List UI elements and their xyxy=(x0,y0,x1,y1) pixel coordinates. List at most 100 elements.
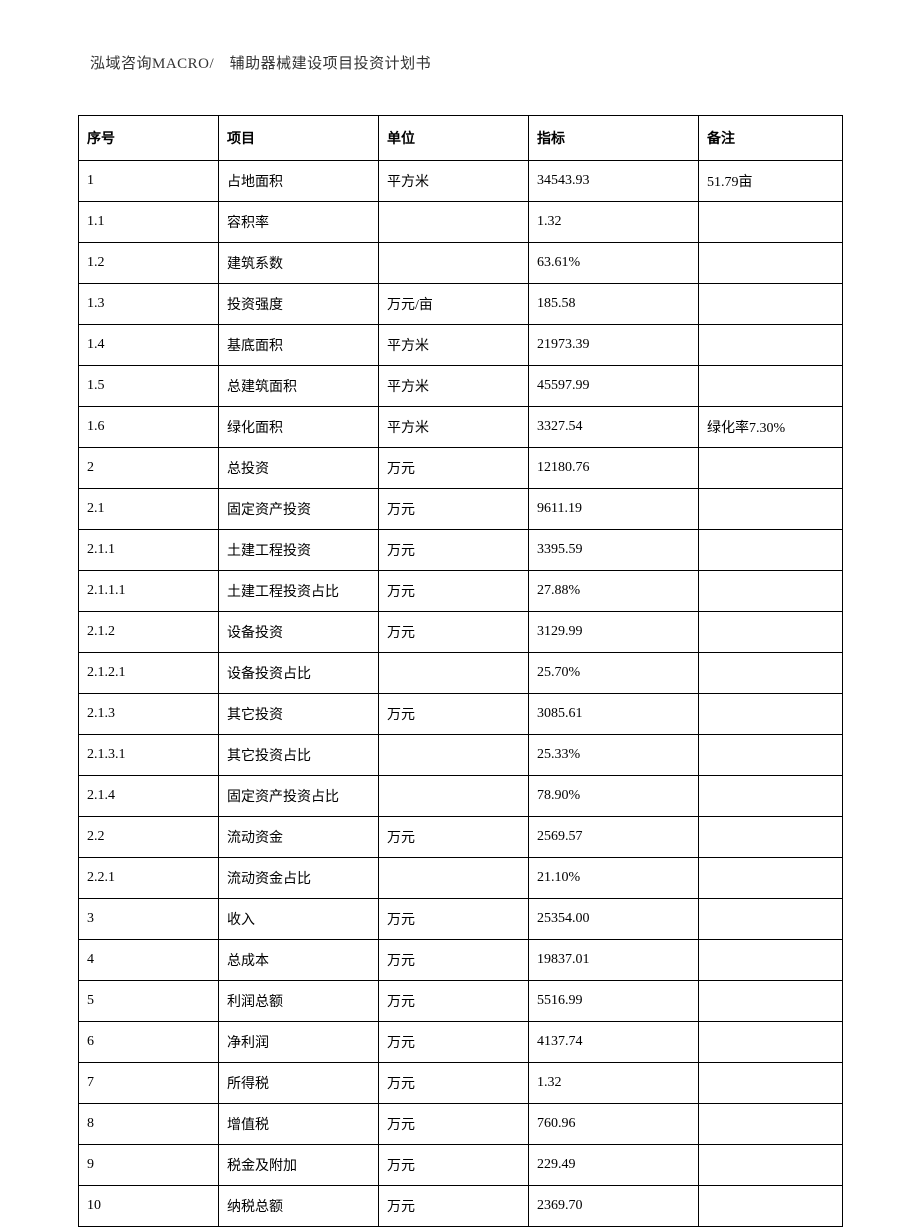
col-header-seq: 序号 xyxy=(79,116,219,161)
table-cell xyxy=(699,571,843,612)
table-cell: 万元 xyxy=(379,489,529,530)
table-cell: 8 xyxy=(79,1104,219,1145)
table-cell: 3327.54 xyxy=(529,407,699,448)
table-cell: 所得税 xyxy=(219,1063,379,1104)
table-cell: 2.1.1 xyxy=(79,530,219,571)
table-row: 1.3投资强度万元/亩185.58 xyxy=(79,284,843,325)
table-cell: 4137.74 xyxy=(529,1022,699,1063)
table-cell: 占地面积 xyxy=(219,161,379,202)
table-cell: 3395.59 xyxy=(529,530,699,571)
table-cell: 1 xyxy=(79,161,219,202)
table-cell: 1.2 xyxy=(79,243,219,284)
table-cell: 1.4 xyxy=(79,325,219,366)
table-cell: 27.88% xyxy=(529,571,699,612)
table-cell xyxy=(699,1022,843,1063)
table-cell xyxy=(379,858,529,899)
table-cell: 2.1.1.1 xyxy=(79,571,219,612)
table-cell: 设备投资占比 xyxy=(219,653,379,694)
table-cell: 2.1.3 xyxy=(79,694,219,735)
table-cell xyxy=(699,817,843,858)
table-cell: 建筑系数 xyxy=(219,243,379,284)
table-cell: 12180.76 xyxy=(529,448,699,489)
table-cell xyxy=(699,530,843,571)
table-cell: 其它投资占比 xyxy=(219,735,379,776)
page-header: 泓域咨询MACRO/ 辅助器械建设项目投资计划书 xyxy=(90,52,431,73)
table-cell: 土建工程投资占比 xyxy=(219,571,379,612)
table-cell: 21973.39 xyxy=(529,325,699,366)
table-cell: 4 xyxy=(79,940,219,981)
table-cell: 增值税 xyxy=(219,1104,379,1145)
table-cell: 设备投资 xyxy=(219,612,379,653)
col-header-item: 项目 xyxy=(219,116,379,161)
table-cell: 万元 xyxy=(379,694,529,735)
table-cell xyxy=(699,1104,843,1145)
table-cell: 平方米 xyxy=(379,325,529,366)
table-row: 1.2建筑系数63.61% xyxy=(79,243,843,284)
table-cell: 1.1 xyxy=(79,202,219,243)
table-row: 1.5总建筑面积平方米45597.99 xyxy=(79,366,843,407)
table-row: 2.1.1.1土建工程投资占比万元27.88% xyxy=(79,571,843,612)
table-cell: 固定资产投资占比 xyxy=(219,776,379,817)
table-cell xyxy=(379,653,529,694)
table-cell: 万元 xyxy=(379,612,529,653)
table-cell: 2.1.3.1 xyxy=(79,735,219,776)
table-cell: 其它投资 xyxy=(219,694,379,735)
table-row: 1.6绿化面积平方米3327.54绿化率7.30% xyxy=(79,407,843,448)
table-cell xyxy=(379,202,529,243)
table-cell: 1.32 xyxy=(529,1063,699,1104)
table-cell: 总成本 xyxy=(219,940,379,981)
table-row: 2.1.2设备投资万元3129.99 xyxy=(79,612,843,653)
table-cell: 万元 xyxy=(379,1186,529,1227)
table-cell: 34543.93 xyxy=(529,161,699,202)
table-cell: 流动资金 xyxy=(219,817,379,858)
table-cell: 万元 xyxy=(379,1145,529,1186)
table-cell: 万元 xyxy=(379,899,529,940)
data-table: 序号 项目 单位 指标 备注 1占地面积平方米34543.9351.79亩1.1… xyxy=(78,115,843,1227)
table-cell xyxy=(379,243,529,284)
table-cell: 2.1.2 xyxy=(79,612,219,653)
table-cell: 总建筑面积 xyxy=(219,366,379,407)
table-cell: 基底面积 xyxy=(219,325,379,366)
table-row: 2总投资万元12180.76 xyxy=(79,448,843,489)
table-cell: 1.3 xyxy=(79,284,219,325)
table-cell xyxy=(699,243,843,284)
table-cell xyxy=(699,940,843,981)
table-cell: 万元 xyxy=(379,981,529,1022)
table-cell: 7 xyxy=(79,1063,219,1104)
table-cell: 25.33% xyxy=(529,735,699,776)
table-cell: 利润总额 xyxy=(219,981,379,1022)
table-row: 1.1容积率1.32 xyxy=(79,202,843,243)
table-cell xyxy=(379,735,529,776)
table-cell: 万元/亩 xyxy=(379,284,529,325)
table-cell xyxy=(699,325,843,366)
table-row: 2.1.2.1设备投资占比25.70% xyxy=(79,653,843,694)
table-cell: 1.32 xyxy=(529,202,699,243)
table-row: 4总成本万元19837.01 xyxy=(79,940,843,981)
table-cell: 5516.99 xyxy=(529,981,699,1022)
table-cell xyxy=(699,284,843,325)
table-body: 1占地面积平方米34543.9351.79亩1.1容积率1.321.2建筑系数6… xyxy=(79,161,843,1227)
table-cell: 45597.99 xyxy=(529,366,699,407)
table-cell xyxy=(699,653,843,694)
table-cell xyxy=(379,776,529,817)
table-cell: 万元 xyxy=(379,571,529,612)
table-cell: 2.1.2.1 xyxy=(79,653,219,694)
table-cell xyxy=(699,858,843,899)
table-container: 序号 项目 单位 指标 备注 1占地面积平方米34543.9351.79亩1.1… xyxy=(78,115,842,1227)
table-row: 2.2流动资金万元2569.57 xyxy=(79,817,843,858)
col-header-unit: 单位 xyxy=(379,116,529,161)
table-cell: 固定资产投资 xyxy=(219,489,379,530)
table-cell: 万元 xyxy=(379,448,529,489)
table-cell: 2569.57 xyxy=(529,817,699,858)
table-cell xyxy=(699,899,843,940)
table-row: 2.1.4固定资产投资占比78.90% xyxy=(79,776,843,817)
table-cell xyxy=(699,694,843,735)
col-header-indicator: 指标 xyxy=(529,116,699,161)
table-cell: 税金及附加 xyxy=(219,1145,379,1186)
table-cell: 78.90% xyxy=(529,776,699,817)
table-cell: 21.10% xyxy=(529,858,699,899)
table-row: 10纳税总额万元2369.70 xyxy=(79,1186,843,1227)
table-row: 2.1.1土建工程投资万元3395.59 xyxy=(79,530,843,571)
table-cell xyxy=(699,366,843,407)
table-cell xyxy=(699,1186,843,1227)
